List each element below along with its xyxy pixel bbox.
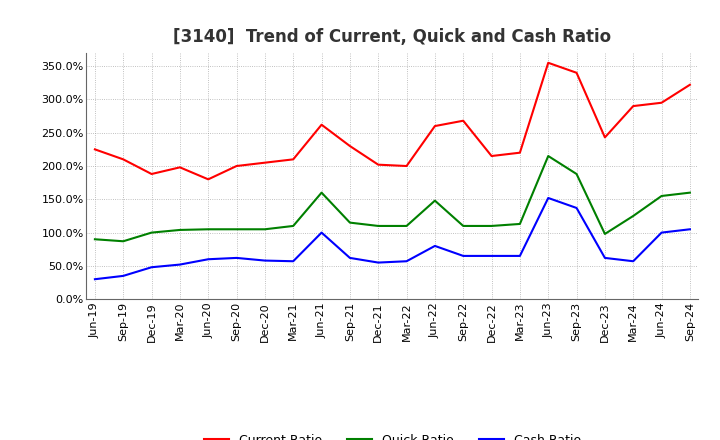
Current Ratio: [516, 150, 524, 155]
Current Ratio: [600, 135, 609, 140]
Cash Ratio: [516, 253, 524, 259]
Cash Ratio: [233, 255, 241, 260]
Cash Ratio: [176, 262, 184, 267]
Quick Ratio: [318, 190, 326, 195]
Quick Ratio: [657, 193, 666, 198]
Quick Ratio: [544, 154, 552, 159]
Current Ratio: [289, 157, 297, 162]
Current Ratio: [119, 157, 127, 162]
Current Ratio: [431, 123, 439, 128]
Quick Ratio: [91, 237, 99, 242]
Current Ratio: [685, 82, 694, 88]
Quick Ratio: [233, 227, 241, 232]
Cash Ratio: [119, 273, 127, 279]
Quick Ratio: [685, 190, 694, 195]
Current Ratio: [204, 177, 212, 182]
Cash Ratio: [572, 205, 581, 211]
Cash Ratio: [657, 230, 666, 235]
Quick Ratio: [402, 224, 411, 229]
Quick Ratio: [204, 227, 212, 232]
Cash Ratio: [261, 258, 269, 263]
Quick Ratio: [289, 224, 297, 229]
Line: Cash Ratio: Cash Ratio: [95, 198, 690, 279]
Quick Ratio: [261, 227, 269, 232]
Current Ratio: [657, 100, 666, 106]
Quick Ratio: [431, 198, 439, 203]
Cash Ratio: [459, 253, 467, 259]
Cash Ratio: [402, 259, 411, 264]
Current Ratio: [544, 60, 552, 66]
Current Ratio: [148, 171, 156, 176]
Quick Ratio: [374, 224, 382, 229]
Current Ratio: [487, 154, 496, 159]
Cash Ratio: [289, 259, 297, 264]
Cash Ratio: [487, 253, 496, 259]
Title: [3140]  Trend of Current, Quick and Cash Ratio: [3140] Trend of Current, Quick and Cash …: [174, 28, 611, 46]
Cash Ratio: [600, 255, 609, 260]
Quick Ratio: [148, 230, 156, 235]
Cash Ratio: [91, 277, 99, 282]
Quick Ratio: [572, 171, 581, 176]
Line: Quick Ratio: Quick Ratio: [95, 156, 690, 241]
Cash Ratio: [431, 243, 439, 249]
Current Ratio: [402, 163, 411, 169]
Cash Ratio: [204, 257, 212, 262]
Current Ratio: [374, 162, 382, 167]
Quick Ratio: [516, 221, 524, 227]
Current Ratio: [459, 118, 467, 123]
Cash Ratio: [374, 260, 382, 265]
Legend: Current Ratio, Quick Ratio, Cash Ratio: Current Ratio, Quick Ratio, Cash Ratio: [204, 433, 581, 440]
Current Ratio: [346, 143, 354, 149]
Cash Ratio: [629, 259, 637, 264]
Current Ratio: [261, 160, 269, 165]
Current Ratio: [318, 122, 326, 127]
Quick Ratio: [600, 231, 609, 237]
Quick Ratio: [119, 238, 127, 244]
Current Ratio: [176, 165, 184, 170]
Cash Ratio: [544, 195, 552, 201]
Quick Ratio: [487, 224, 496, 229]
Current Ratio: [572, 70, 581, 75]
Current Ratio: [233, 163, 241, 169]
Line: Current Ratio: Current Ratio: [95, 63, 690, 180]
Quick Ratio: [459, 224, 467, 229]
Current Ratio: [629, 103, 637, 109]
Quick Ratio: [346, 220, 354, 225]
Cash Ratio: [346, 255, 354, 260]
Quick Ratio: [629, 213, 637, 219]
Cash Ratio: [685, 227, 694, 232]
Current Ratio: [91, 147, 99, 152]
Cash Ratio: [148, 264, 156, 270]
Cash Ratio: [318, 230, 326, 235]
Quick Ratio: [176, 227, 184, 233]
